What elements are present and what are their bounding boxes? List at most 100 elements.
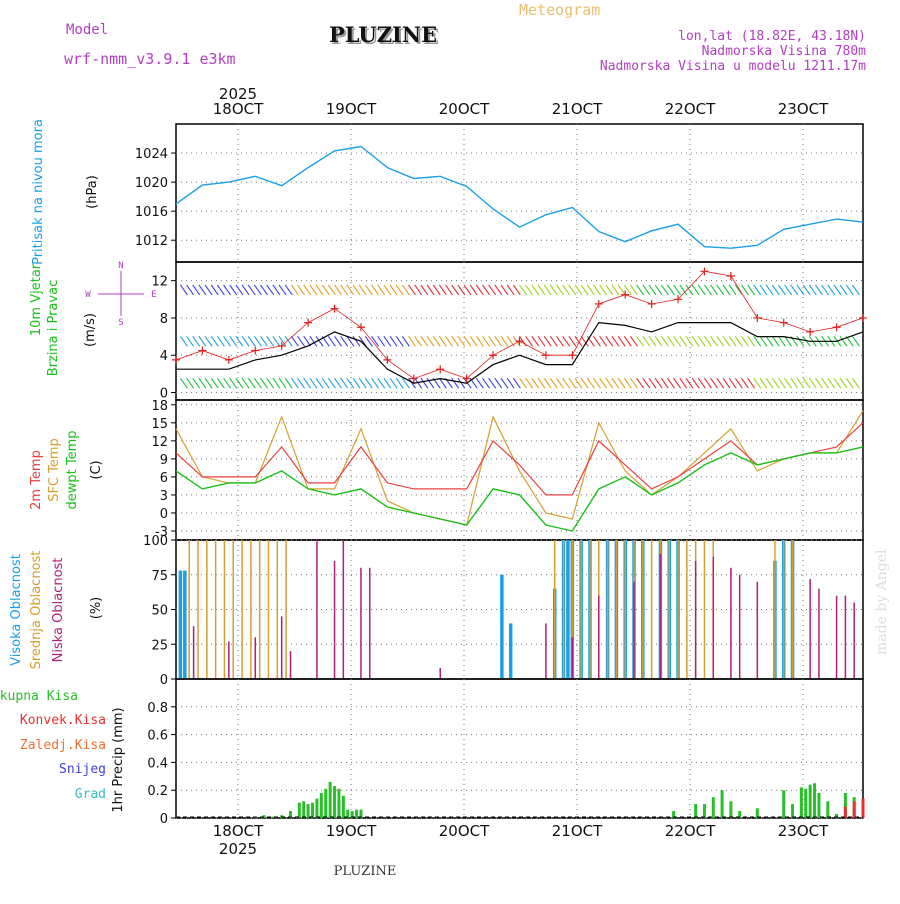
- wind-barb: [562, 377, 571, 389]
- y-tick-label: 0: [160, 812, 168, 827]
- wind-barb: [660, 377, 669, 389]
- wind-gust-marker: [594, 299, 603, 308]
- precip-bar: [729, 801, 733, 818]
- wind-barb: [741, 335, 749, 347]
- wind-barb: [673, 377, 682, 389]
- wind-barb: [623, 284, 632, 296]
- wind-barb: [710, 335, 719, 347]
- precip-bar: [346, 809, 350, 818]
- wind-barb: [475, 284, 484, 296]
- wind-barb: [401, 284, 410, 296]
- wind-barb: [192, 377, 201, 389]
- wind-barb: [186, 284, 195, 296]
- wind-barb: [611, 284, 620, 296]
- wind-barb: [272, 377, 281, 389]
- cloud-bar: [508, 623, 513, 679]
- wind-barb: [420, 284, 429, 296]
- wind-barb: [605, 284, 614, 296]
- wind-barb: [586, 335, 595, 347]
- wind-barb: [457, 284, 466, 296]
- cloud-bar: [188, 540, 190, 679]
- precip-bar: [271, 816, 275, 818]
- wind-barb: [364, 284, 373, 296]
- top-day-label: 20OCT: [439, 100, 490, 118]
- wind-gust-marker: [806, 327, 815, 336]
- wind-barb: [679, 335, 688, 347]
- precip-bar: [813, 783, 817, 818]
- wind-barb: [469, 284, 478, 296]
- cloud-bar: [258, 540, 261, 679]
- wind-barb: [691, 377, 700, 389]
- cloud-bar: [686, 540, 688, 679]
- wind-barb: [753, 335, 762, 347]
- wind-barb: [272, 335, 281, 347]
- wind-barb: [198, 284, 207, 296]
- wind-barb: [327, 377, 336, 389]
- wind-barb: [426, 377, 435, 389]
- wind-barb: [648, 377, 657, 389]
- wind-barb: [821, 284, 830, 296]
- wind-barb: [210, 377, 219, 389]
- precip-bar: [861, 798, 865, 818]
- cloud-bar: [571, 637, 574, 679]
- precip-bar: [311, 802, 315, 818]
- wind-barb: [500, 335, 509, 347]
- wind-barb: [438, 335, 447, 347]
- wind-barb: [223, 335, 232, 347]
- high-cloud-title: Visoka Oblacnost: [9, 554, 24, 666]
- sfc-temp-line: [175, 410, 864, 526]
- wind-barb: [667, 335, 675, 347]
- y-tick-label: 4: [160, 349, 168, 364]
- wind-barb: [371, 335, 379, 347]
- wind-barb: [537, 284, 546, 296]
- wind-barb: [605, 335, 614, 347]
- cloud-unit: (%): [89, 597, 104, 620]
- wind-barb: [593, 377, 601, 389]
- wind-barb: [728, 284, 737, 296]
- wind-barb: [697, 377, 706, 389]
- wind-barb: [833, 377, 842, 389]
- wind-barb: [463, 335, 472, 347]
- wind-barb: [599, 284, 608, 296]
- y-tick-label: 25: [151, 638, 168, 653]
- wind-barb: [512, 284, 521, 296]
- precip-bar: [755, 808, 759, 818]
- wind-barb: [297, 335, 305, 347]
- precip-bar: [835, 813, 839, 818]
- cloud-bar: [853, 602, 855, 679]
- wind-barb: [673, 284, 682, 296]
- precip-bar: [817, 792, 821, 818]
- wind-barb: [716, 377, 725, 389]
- wind-barb: [642, 284, 651, 296]
- wind-barb: [543, 284, 552, 296]
- wind-barb: [697, 284, 706, 296]
- wind-barb: [482, 335, 490, 347]
- temp-unit: (C): [89, 460, 104, 479]
- wind-barb: [377, 335, 386, 347]
- wind-gust-line: [175, 270, 864, 380]
- wind-barb: [186, 377, 195, 389]
- wind-barb: [599, 335, 608, 347]
- wind-barb: [303, 284, 312, 296]
- wind-barb: [414, 284, 423, 296]
- wind-barb: [241, 335, 250, 347]
- cloud-bar: [598, 595, 600, 679]
- wind-barb: [463, 284, 472, 296]
- wind-barb: [617, 377, 626, 389]
- cloud-bar: [228, 641, 230, 679]
- wind-barb: [451, 377, 460, 389]
- bottom-day-label: 19OCT: [326, 822, 377, 840]
- wind-barb: [759, 335, 768, 347]
- wind-barb: [728, 377, 737, 389]
- wind-barb: [253, 377, 262, 389]
- wind-barb: [346, 377, 355, 389]
- cloud-bar: [624, 540, 626, 679]
- wind-gust-marker: [621, 290, 630, 299]
- wind-barb: [716, 335, 725, 347]
- wind-barb: [260, 335, 269, 347]
- wind-barb: [685, 284, 694, 296]
- precip-bar: [804, 788, 808, 818]
- wind-barb: [383, 284, 392, 296]
- wind-barb: [179, 377, 188, 389]
- wind-barb: [235, 335, 244, 347]
